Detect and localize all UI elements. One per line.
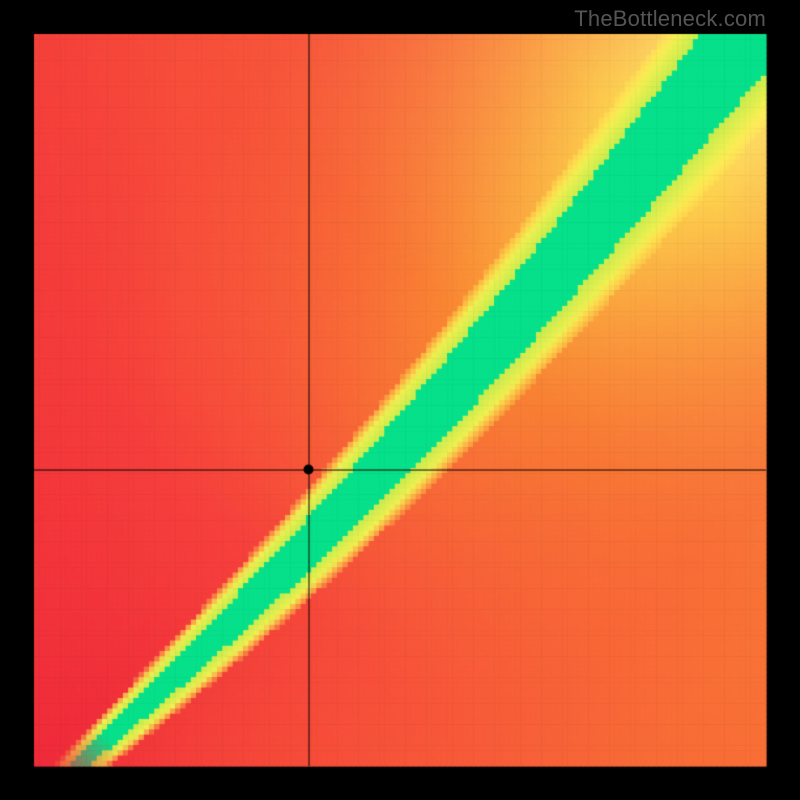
- watermark-text: TheBottleneck.com: [574, 6, 766, 32]
- chart-container: TheBottleneck.com: [0, 0, 800, 800]
- bottleneck-heatmap: [0, 0, 800, 800]
